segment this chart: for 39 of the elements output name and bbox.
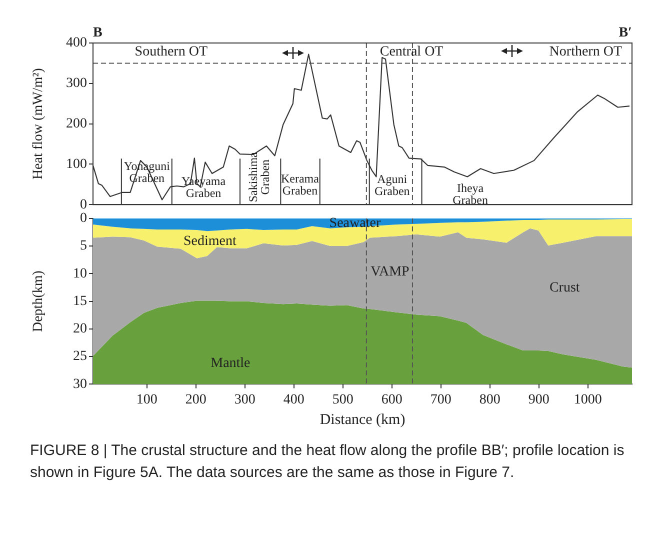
y-tick-label: 5: [80, 238, 87, 254]
x-tick-label: 500: [332, 392, 354, 408]
x-tick-label: 200: [185, 392, 206, 408]
y-tick-label: 20: [73, 322, 87, 337]
annotation: Sakishima Graben: [246, 151, 272, 202]
annotation: Mantle: [210, 356, 250, 371]
text: B: [93, 25, 102, 40]
y-tick-label: 10: [73, 266, 87, 282]
x-tick-label: 600: [381, 392, 402, 408]
x-tick-label: 400: [283, 392, 304, 408]
annotation: Kerama Graben: [280, 171, 320, 198]
y-tick-label: 0: [80, 211, 87, 226]
x-axis-title: Distance (km): [320, 412, 406, 428]
annotation: Sediment: [184, 234, 237, 249]
annotation: Northern OT: [549, 44, 622, 60]
x-tick-label: 300: [234, 392, 256, 408]
annotation: Central OT: [380, 44, 444, 60]
y-tick-label: 300: [66, 76, 87, 92]
annotation: Iheya Graben: [452, 181, 488, 208]
annotation: Aguni Graben: [374, 172, 410, 198]
text: B′: [618, 25, 632, 40]
y-axis-title: Depth(km): [31, 270, 46, 332]
annotation: Southern OT: [134, 44, 208, 60]
y-tick-label: 200: [66, 116, 87, 132]
y-axis-title: Heat flow (mW/m²): [31, 68, 46, 180]
x-tick-label: 100: [136, 392, 158, 408]
x-tick-label: 800: [479, 392, 500, 408]
y-tick-label: 400: [66, 36, 87, 51]
x-tick-label: 900: [528, 392, 550, 408]
y-tick-label: 25: [73, 349, 87, 364]
y-tick-label: 100: [66, 156, 87, 172]
y-tick-label: 0: [80, 197, 87, 212]
x-tick-label: 700: [430, 392, 452, 408]
annotation: VAMP: [370, 264, 410, 280]
caption: FIGURE 8 | The crustal structure and the heat flow along the profile BB′; profile location is shown in Figure 5A. The data sources are the same as those in Figure 7.: [30, 441, 626, 483]
y-tick-label: 30: [73, 376, 87, 392]
y-tick-label: 15: [73, 294, 87, 309]
x-tick-label: 1000: [574, 392, 602, 408]
annotation: Crust: [549, 280, 580, 296]
